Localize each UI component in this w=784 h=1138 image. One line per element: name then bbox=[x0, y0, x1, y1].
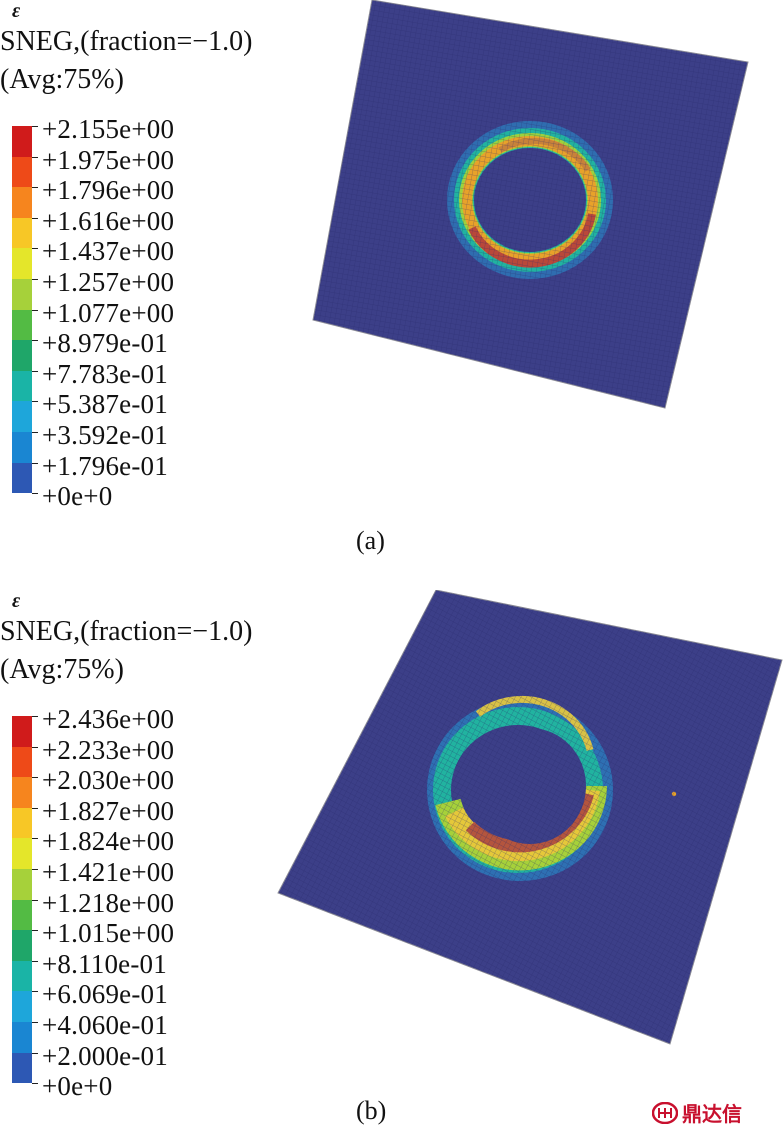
legend-swatch bbox=[12, 991, 32, 1022]
legend-tick bbox=[32, 1052, 38, 1054]
legend-label: +1.015e+00 bbox=[42, 918, 175, 949]
legend-label: +4.060e-01 bbox=[42, 1009, 168, 1040]
legend-tick bbox=[32, 309, 38, 311]
legend-swatch bbox=[12, 401, 32, 432]
legend-tick bbox=[32, 899, 38, 901]
legend-swatch bbox=[12, 746, 32, 778]
averaging-label: (Avg:75%) bbox=[0, 654, 124, 685]
legend-tick bbox=[32, 462, 38, 464]
legend-tick bbox=[32, 278, 38, 280]
legend-tick bbox=[32, 156, 38, 158]
legend-label: +2.436e+00 bbox=[42, 704, 175, 734]
legend-tick bbox=[32, 217, 38, 219]
legend-label: +8.110e-01 bbox=[42, 948, 167, 979]
legend-label: +1.824e+00 bbox=[42, 826, 175, 857]
variable-label: SNEG,(fraction=−1.0) bbox=[0, 26, 253, 57]
strain-symbol: ε bbox=[12, 590, 21, 612]
legend-tick bbox=[32, 807, 38, 809]
legend-label: +2.030e+00 bbox=[42, 765, 175, 796]
legend-label: +1.616e+00 bbox=[42, 205, 175, 236]
legend-tick bbox=[32, 960, 38, 962]
legend-label: +2.233e+00 bbox=[42, 734, 175, 765]
legend-label: +3.592e-01 bbox=[42, 419, 168, 450]
legend-label: +0e+0 bbox=[42, 481, 113, 512]
legend-swatch bbox=[12, 431, 32, 463]
legend-swatch bbox=[12, 126, 32, 157]
legend-swatch bbox=[12, 838, 32, 869]
legend-swatch bbox=[12, 462, 32, 494]
watermark-logo-icon bbox=[652, 1101, 678, 1124]
legend-tick bbox=[32, 248, 38, 250]
legend-swatch bbox=[12, 309, 32, 341]
contour-plot-a bbox=[312, 0, 749, 409]
legend-tick bbox=[32, 1083, 38, 1085]
legend-tick bbox=[32, 868, 38, 870]
legend-tick bbox=[32, 838, 38, 840]
legend-tick bbox=[32, 1021, 38, 1023]
contour-plot-b bbox=[277, 590, 783, 1045]
legend-label: +1.218e+00 bbox=[42, 887, 175, 918]
legend-label: +1.257e+00 bbox=[42, 266, 175, 297]
legend-label: +7.783e-01 bbox=[42, 358, 168, 389]
strain-ring-a bbox=[313, 0, 748, 408]
caption-a: (a) bbox=[356, 526, 385, 555]
strain-ring-b bbox=[278, 590, 782, 1044]
watermark: 鼎达信 bbox=[652, 1098, 742, 1127]
caption-b: (b) bbox=[356, 1096, 387, 1125]
legend-swatch bbox=[12, 187, 32, 218]
legend-label: +1.421e+00 bbox=[42, 856, 175, 887]
legend-tick bbox=[32, 187, 38, 189]
legend-swatch bbox=[12, 960, 32, 992]
legend-label: +1.077e+00 bbox=[42, 297, 175, 328]
legend-swatch bbox=[12, 248, 32, 279]
legend-swatch bbox=[12, 217, 32, 249]
legend-swatch bbox=[12, 716, 32, 747]
legend-swatch bbox=[12, 1052, 32, 1084]
legend-tick bbox=[32, 493, 38, 495]
legend-label: +1.827e+00 bbox=[42, 795, 175, 826]
legend-swatch bbox=[12, 1021, 32, 1053]
averaging-label: (Avg:75%) bbox=[0, 64, 124, 95]
legend-tick bbox=[32, 991, 38, 993]
watermark-text: 鼎达信 bbox=[682, 1102, 742, 1126]
legend-tick bbox=[32, 370, 38, 372]
panel-b: ε SNEG,(fraction=−1.0) (Avg:75%) +2.436e… bbox=[0, 590, 784, 1138]
legend-swatch bbox=[12, 370, 32, 402]
strain-symbol: ε bbox=[12, 0, 21, 22]
legend-tick bbox=[32, 401, 38, 403]
legend-swatch bbox=[12, 278, 32, 310]
legend-label: +0e+0 bbox=[42, 1071, 113, 1102]
legend-swatch bbox=[12, 930, 32, 961]
legend-label: +1.796e-01 bbox=[42, 450, 168, 481]
legend-label: +1.437e+00 bbox=[42, 236, 175, 267]
legend-label: +5.387e-01 bbox=[42, 389, 168, 420]
legend-label: +2.155e+00 bbox=[42, 114, 175, 144]
legend-label: +2.000e-01 bbox=[42, 1040, 168, 1071]
legend-swatch bbox=[12, 807, 32, 839]
legend-label: +6.069e-01 bbox=[42, 979, 168, 1010]
legend-tick bbox=[32, 340, 38, 342]
legend-tick bbox=[32, 126, 38, 127]
variable-label: SNEG,(fraction=−1.0) bbox=[0, 616, 253, 647]
legend-label: +1.796e+00 bbox=[42, 175, 175, 206]
legend-tick bbox=[32, 431, 38, 433]
legend-tick bbox=[32, 930, 38, 932]
legend-tick bbox=[32, 746, 38, 748]
legend-swatch bbox=[12, 156, 32, 188]
legend-tick bbox=[32, 777, 38, 779]
legend-tick bbox=[32, 716, 38, 717]
legend-swatch bbox=[12, 899, 32, 931]
legend-label: +8.979e-01 bbox=[42, 328, 168, 359]
legend-swatch bbox=[12, 340, 32, 371]
panel-a: ε SNEG,(fraction=−1.0) (Avg:75%) +2.155e… bbox=[0, 0, 749, 555]
legend-swatch bbox=[12, 868, 32, 900]
legend-label: +1.975e+00 bbox=[42, 144, 175, 175]
legend-swatch bbox=[12, 777, 32, 808]
